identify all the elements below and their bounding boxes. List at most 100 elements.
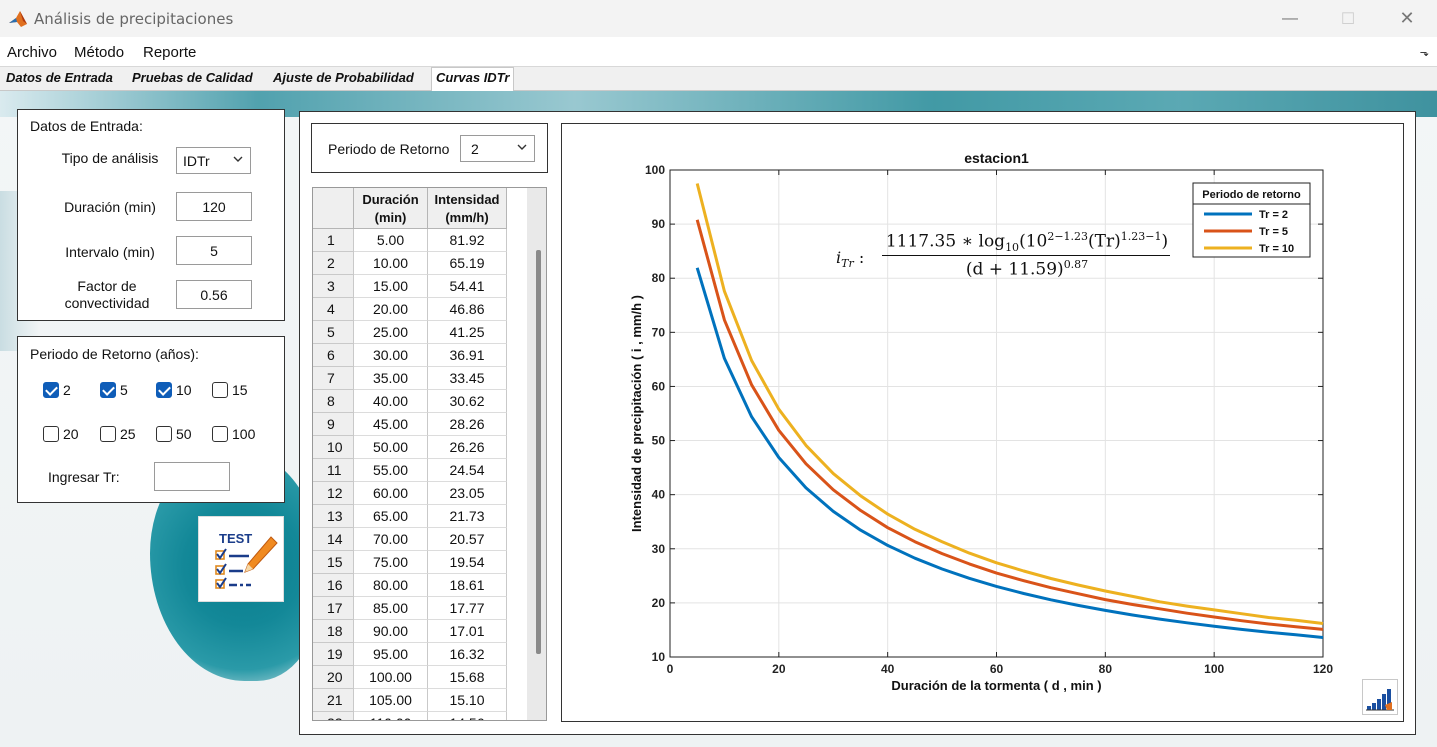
results-table[interactable]: Duración (min) Intensidad (mm/h) 1 5.00 81… <box>312 187 547 721</box>
checkbox-tr-20[interactable] <box>43 426 59 442</box>
cell-intensity[interactable]: 81.92 <box>428 229 507 252</box>
cell-intensity[interactable]: 54.41 <box>428 275 507 298</box>
cell-duration[interactable]: 110.00 <box>354 712 428 720</box>
cell-duration[interactable]: 30.00 <box>354 344 428 367</box>
row-index[interactable]: 10 <box>313 436 354 459</box>
cell-duration[interactable]: 20.00 <box>354 298 428 321</box>
row-index[interactable]: 11 <box>313 459 354 482</box>
test-button[interactable]: TEST <box>198 516 284 602</box>
cell-intensity[interactable]: 46.86 <box>428 298 507 321</box>
row-index[interactable]: 4 <box>313 298 354 321</box>
formula-fraction-bar <box>882 255 1170 256</box>
convectivity-field[interactable]: 0.56 <box>176 280 252 309</box>
cell-duration[interactable]: 105.00 <box>354 689 428 712</box>
duration-field[interactable]: 120 <box>176 192 252 221</box>
row-index[interactable]: 17 <box>313 597 354 620</box>
row-index[interactable]: 7 <box>313 367 354 390</box>
cell-duration[interactable]: 65.00 <box>354 505 428 528</box>
cell-duration[interactable]: 10.00 <box>354 252 428 275</box>
cell-intensity[interactable]: 15.10 <box>428 689 507 712</box>
cell-duration[interactable]: 45.00 <box>354 413 428 436</box>
cell-duration[interactable]: 60.00 <box>354 482 428 505</box>
cell-duration[interactable]: 35.00 <box>354 367 428 390</box>
cell-intensity[interactable]: 18.61 <box>428 574 507 597</box>
menu-archivo[interactable]: Archivo <box>7 44 58 61</box>
cell-intensity[interactable]: 14.56 <box>428 712 507 720</box>
table-header-duration[interactable]: Duración (min) <box>354 188 428 229</box>
cell-intensity[interactable]: 36.91 <box>428 344 507 367</box>
figure-export-button[interactable] <box>1362 679 1398 715</box>
row-index[interactable]: 21 <box>313 689 354 712</box>
menu-reporte[interactable]: Reporte <box>143 44 197 61</box>
tab-ajuste-probabilidad[interactable]: Ajuste de Probabilidad <box>273 70 414 85</box>
tab-pruebas-calidad[interactable]: Pruebas de Calidad <box>132 70 253 85</box>
row-index[interactable]: 22 <box>313 712 354 720</box>
cell-intensity[interactable]: 65.19 <box>428 252 507 275</box>
row-index[interactable]: 12 <box>313 482 354 505</box>
maximize-button[interactable]: ☐ <box>1340 10 1356 28</box>
row-index[interactable]: 5 <box>313 321 354 344</box>
menu-metodo[interactable]: Método <box>74 44 125 61</box>
row-index[interactable]: 16 <box>313 574 354 597</box>
cell-duration[interactable]: 95.00 <box>354 643 428 666</box>
cell-intensity[interactable]: 17.77 <box>428 597 507 620</box>
cell-intensity[interactable]: 33.45 <box>428 367 507 390</box>
cell-intensity[interactable]: 24.54 <box>428 459 507 482</box>
formula-lhs: iTr : <box>836 248 864 270</box>
cell-intensity[interactable]: 19.54 <box>428 551 507 574</box>
row-index[interactable]: 20 <box>313 666 354 689</box>
row-index[interactable]: 18 <box>313 620 354 643</box>
cell-intensity[interactable]: 16.32 <box>428 643 507 666</box>
cell-duration[interactable]: 40.00 <box>354 390 428 413</box>
cell-intensity[interactable]: 41.25 <box>428 321 507 344</box>
cell-duration[interactable]: 15.00 <box>354 275 428 298</box>
cell-duration[interactable]: 75.00 <box>354 551 428 574</box>
toolstrip-arrow-icon[interactable]: ⬎ <box>1419 47 1429 59</box>
chevron-down-icon <box>517 144 527 150</box>
cell-duration[interactable]: 85.00 <box>354 597 428 620</box>
checkbox-tr-10[interactable] <box>156 382 172 398</box>
cell-intensity[interactable]: 30.62 <box>428 390 507 413</box>
cell-intensity[interactable]: 23.05 <box>428 482 507 505</box>
cell-duration[interactable]: 50.00 <box>354 436 428 459</box>
checkbox-tr-2[interactable] <box>43 382 59 398</box>
cell-intensity[interactable]: 17.01 <box>428 620 507 643</box>
tab-curvas-idtr[interactable]: Curvas IDTr <box>431 67 515 91</box>
row-index[interactable]: 2 <box>313 252 354 275</box>
checkbox-tr-15[interactable] <box>212 382 228 398</box>
row-index[interactable]: 9 <box>313 413 354 436</box>
row-index[interactable]: 1 <box>313 229 354 252</box>
row-index[interactable]: 15 <box>313 551 354 574</box>
checkbox-tr-50[interactable] <box>156 426 172 442</box>
row-index[interactable]: 14 <box>313 528 354 551</box>
checkbox-tr-25[interactable] <box>100 426 116 442</box>
row-index[interactable]: 13 <box>313 505 354 528</box>
row-index[interactable]: 8 <box>313 390 354 413</box>
cell-intensity[interactable]: 28.26 <box>428 413 507 436</box>
table-scroll-thumb[interactable] <box>536 250 541 654</box>
cell-duration[interactable]: 80.00 <box>354 574 428 597</box>
interval-field[interactable]: 5 <box>176 236 252 265</box>
cell-intensity[interactable]: 20.57 <box>428 528 507 551</box>
cell-duration[interactable]: 90.00 <box>354 620 428 643</box>
cell-duration[interactable]: 5.00 <box>354 229 428 252</box>
row-index[interactable]: 3 <box>313 275 354 298</box>
close-button[interactable]: ✕ <box>1399 8 1415 28</box>
return-period-select[interactable]: 2 <box>460 135 535 162</box>
tab-datos-entrada[interactable]: Datos de Entrada <box>6 70 113 85</box>
cell-intensity[interactable]: 26.26 <box>428 436 507 459</box>
row-index[interactable]: 19 <box>313 643 354 666</box>
cell-duration[interactable]: 55.00 <box>354 459 428 482</box>
cell-intensity[interactable]: 21.73 <box>428 505 507 528</box>
cell-duration[interactable]: 25.00 <box>354 321 428 344</box>
row-index[interactable]: 6 <box>313 344 354 367</box>
custom-tr-field[interactable] <box>154 462 230 491</box>
cell-intensity[interactable]: 15.68 <box>428 666 507 689</box>
table-header-intensity[interactable]: Intensidad (mm/h) <box>428 188 507 229</box>
cell-duration[interactable]: 100.00 <box>354 666 428 689</box>
analysis-type-select[interactable]: IDTr <box>176 147 251 174</box>
cell-duration[interactable]: 70.00 <box>354 528 428 551</box>
checkbox-tr-100[interactable] <box>212 426 228 442</box>
minimize-button[interactable]: — <box>1282 9 1298 27</box>
checkbox-tr-5[interactable] <box>100 382 116 398</box>
